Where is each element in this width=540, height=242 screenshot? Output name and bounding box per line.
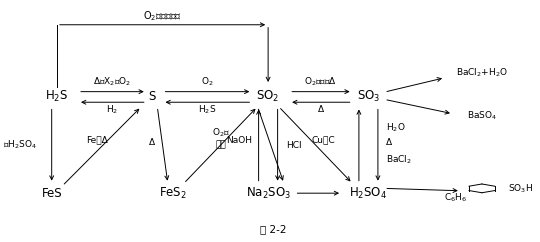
- Text: S: S: [148, 91, 156, 103]
- Text: 稀H$_2$SO$_4$: 稀H$_2$SO$_4$: [3, 139, 37, 151]
- Text: Cu，C: Cu，C: [312, 136, 335, 145]
- Text: SO$_3$: SO$_3$: [357, 89, 380, 105]
- Text: Fe，Δ: Fe，Δ: [86, 136, 107, 145]
- Text: O$_2$，催，Δ: O$_2$，催，Δ: [305, 75, 338, 88]
- Text: BaCl$_2$+H$_2$O: BaCl$_2$+H$_2$O: [456, 67, 508, 79]
- Text: BaSO$_4$: BaSO$_4$: [467, 110, 497, 122]
- Text: FeS: FeS: [42, 187, 62, 200]
- Text: H$_2$SO$_4$: H$_2$SO$_4$: [349, 186, 388, 201]
- Text: Δ: Δ: [386, 138, 392, 147]
- Text: H$_2$: H$_2$: [106, 103, 118, 116]
- Text: BaCl$_2$: BaCl$_2$: [386, 153, 412, 166]
- Text: NaOH: NaOH: [226, 136, 252, 145]
- Text: H$_2$S: H$_2$S: [198, 103, 217, 116]
- Text: Δ，X$_2$，O$_2$: Δ，X$_2$，O$_2$: [93, 75, 132, 88]
- Text: C$_6$H$_6$: C$_6$H$_6$: [444, 192, 467, 204]
- Text: Δ: Δ: [318, 105, 324, 114]
- Text: Na$_2$SO$_3$: Na$_2$SO$_3$: [246, 186, 291, 201]
- Text: FeS$_2$: FeS$_2$: [159, 186, 187, 201]
- Text: O$_2$，
燃烧: O$_2$， 燃烧: [212, 126, 230, 149]
- Text: SO$_2$: SO$_2$: [256, 89, 280, 105]
- Text: H$_2$S: H$_2$S: [45, 89, 69, 105]
- Text: H$_2$O: H$_2$O: [386, 122, 406, 135]
- Text: 图 2-2: 图 2-2: [260, 224, 287, 234]
- Text: Δ: Δ: [148, 138, 154, 147]
- Text: O$_2$，完全燃烧: O$_2$，完全燃烧: [143, 9, 182, 23]
- Text: O$_2$: O$_2$: [201, 75, 214, 88]
- Text: HCl: HCl: [287, 141, 302, 150]
- Text: SO$_3$H: SO$_3$H: [508, 182, 534, 195]
